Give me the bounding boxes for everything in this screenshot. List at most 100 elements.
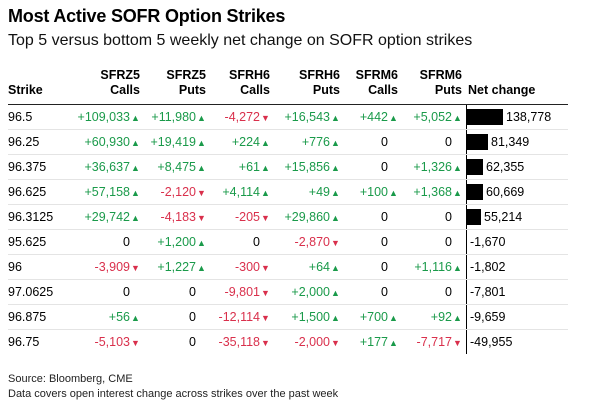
col-header-sfrm6-calls: SFRM6 Calls: [344, 68, 402, 105]
net-change-cell: 138,778: [466, 104, 568, 130]
table-row: 97.0625 0 0 -9,801▼ +2,000▲ 0 0 -7,801: [8, 279, 568, 305]
value-cell: 0: [402, 129, 466, 155]
value-text: +1,116: [414, 260, 452, 274]
value-text: +224: [231, 135, 260, 149]
value-cell: -12,114▼: [210, 304, 274, 330]
value-cell: -35,118▼: [210, 330, 274, 355]
strike-cell: 96.75: [8, 335, 40, 349]
col-header-strike: Strike: [8, 68, 68, 105]
value-cell: +36,637▲: [68, 154, 144, 180]
value-text: +8,475: [157, 160, 196, 174]
col-header-line1: SFRZ5: [166, 68, 206, 82]
down-arrow-icon: ▼: [261, 213, 270, 223]
zero-axis: [466, 230, 467, 254]
value-cell: 0: [344, 129, 402, 155]
col-header-line1: SFRH6: [229, 68, 270, 82]
net-change-label: -1,670: [470, 235, 506, 249]
value-text: 0: [189, 310, 196, 324]
value-cell: 0: [144, 304, 210, 330]
value-text: -2,870: [294, 235, 330, 249]
strike-cell: 96: [8, 254, 68, 280]
value-cell: +100▲: [344, 179, 402, 205]
value-cell: -2,120▼: [144, 179, 210, 205]
value-cell: +56▲: [68, 304, 144, 330]
value-cell: -2,870▼: [274, 229, 344, 255]
col-header-line2: Calls: [110, 83, 140, 97]
strike-cell: 96.625: [8, 179, 68, 205]
down-arrow-icon: ▼: [331, 338, 340, 348]
value-text: +29,742: [84, 210, 130, 224]
down-arrow-icon: ▼: [261, 263, 270, 273]
col-header-sfrh6-puts: SFRH6 Puts: [274, 68, 344, 105]
table-row: 96.625 +57,158▲ -2,120▼ +4,114▲ +49▲ +100▲ +1,…: [8, 179, 568, 205]
value-cell: +1,227▲: [144, 254, 210, 280]
zero-axis: [466, 280, 467, 304]
strike-cell: 96.25: [8, 129, 68, 155]
value-text: 0: [123, 235, 130, 249]
value-cell: +61▲: [210, 154, 274, 180]
net-change-label: -1,802: [470, 260, 506, 274]
down-arrow-icon: ▼: [261, 113, 270, 123]
value-cell: +4,114▲: [210, 179, 274, 205]
value-cell: +1,200▲: [144, 229, 210, 255]
down-arrow-icon: ▼: [131, 263, 140, 273]
value-cell: 0: [344, 204, 402, 230]
value-cell: -3,909▼: [68, 254, 144, 280]
up-arrow-icon: ▲: [261, 188, 270, 198]
up-arrow-icon: ▲: [453, 163, 462, 173]
down-arrow-icon: ▼: [261, 313, 270, 323]
value-text: -2,000: [294, 335, 330, 349]
strikes-table: Strike SFRZ5 Calls SFRZ5 Puts SFRH6 Call…: [8, 68, 568, 354]
value-cell: 0: [344, 254, 402, 280]
value-cell: +700▲: [344, 304, 402, 330]
value-text: 0: [381, 235, 388, 249]
down-arrow-icon: ▼: [453, 338, 462, 348]
value-text: +57,158: [84, 185, 130, 199]
col-header-sfrz5-calls: SFRZ5 Calls: [68, 68, 144, 105]
value-text: 0: [445, 235, 452, 249]
col-header-line2: Puts: [312, 83, 340, 97]
up-arrow-icon: ▲: [331, 213, 340, 223]
net-change-label: 60,669: [486, 185, 525, 199]
down-arrow-icon: ▼: [331, 238, 340, 248]
down-arrow-icon: ▼: [197, 188, 206, 198]
value-text: +56: [108, 310, 130, 324]
net-change-label: -7,801: [470, 285, 506, 299]
zero-axis: [466, 105, 467, 129]
value-cell: +64▲: [274, 254, 344, 280]
value-cell: +1,500▲: [274, 304, 344, 330]
down-arrow-icon: ▼: [261, 338, 270, 348]
up-arrow-icon: ▲: [131, 113, 140, 123]
col-header-sfrh6-calls: SFRH6 Calls: [210, 68, 274, 105]
table-row: 95.625 0 +1,200▲ 0 -2,870▼ 0 0 -1,670: [8, 229, 568, 255]
table-row: 96.375 +36,637▲ +8,475▲ +61▲ +15,856▲ 0 +1,326…: [8, 154, 568, 180]
value-cell: 0: [68, 279, 144, 305]
value-text: +2,000: [291, 285, 330, 299]
net-change-label: -9,659: [470, 310, 506, 324]
strike-cell: 97.0625: [8, 279, 68, 305]
up-arrow-icon: ▲: [131, 163, 140, 173]
value-cell: -2,000▼: [274, 330, 344, 355]
net-change-label: 81,349: [491, 135, 530, 149]
table-row: 96.25 +60,930▲ +19,419▲ +224▲ +776▲ 0 0 81,349: [8, 129, 568, 155]
value-text: +1,326: [413, 160, 452, 174]
net-change-cell: 81,349: [466, 129, 568, 155]
value-cell: 0: [402, 279, 466, 305]
zero-axis: [466, 330, 467, 354]
value-text: +11,980: [151, 110, 196, 124]
strike-cell: 96.3125: [8, 204, 68, 230]
value-text: +1,227: [157, 260, 196, 274]
value-cell: -7,717▼: [402, 330, 466, 355]
value-text: +1,500: [291, 310, 330, 324]
up-arrow-icon: ▲: [131, 313, 140, 323]
value-cell: 0: [344, 154, 402, 180]
value-cell: 0: [210, 229, 274, 255]
value-text: 0: [381, 285, 388, 299]
col-header-line1: SFRM6: [355, 68, 398, 82]
value-cell: +16,543▲: [274, 104, 344, 130]
value-cell: -300▼: [210, 254, 274, 280]
col-header-line1: SFRM6: [419, 68, 462, 82]
value-cell: -9,801▼: [210, 279, 274, 305]
value-cell: 0: [402, 204, 466, 230]
net-change-cell: 60,669: [466, 179, 568, 205]
